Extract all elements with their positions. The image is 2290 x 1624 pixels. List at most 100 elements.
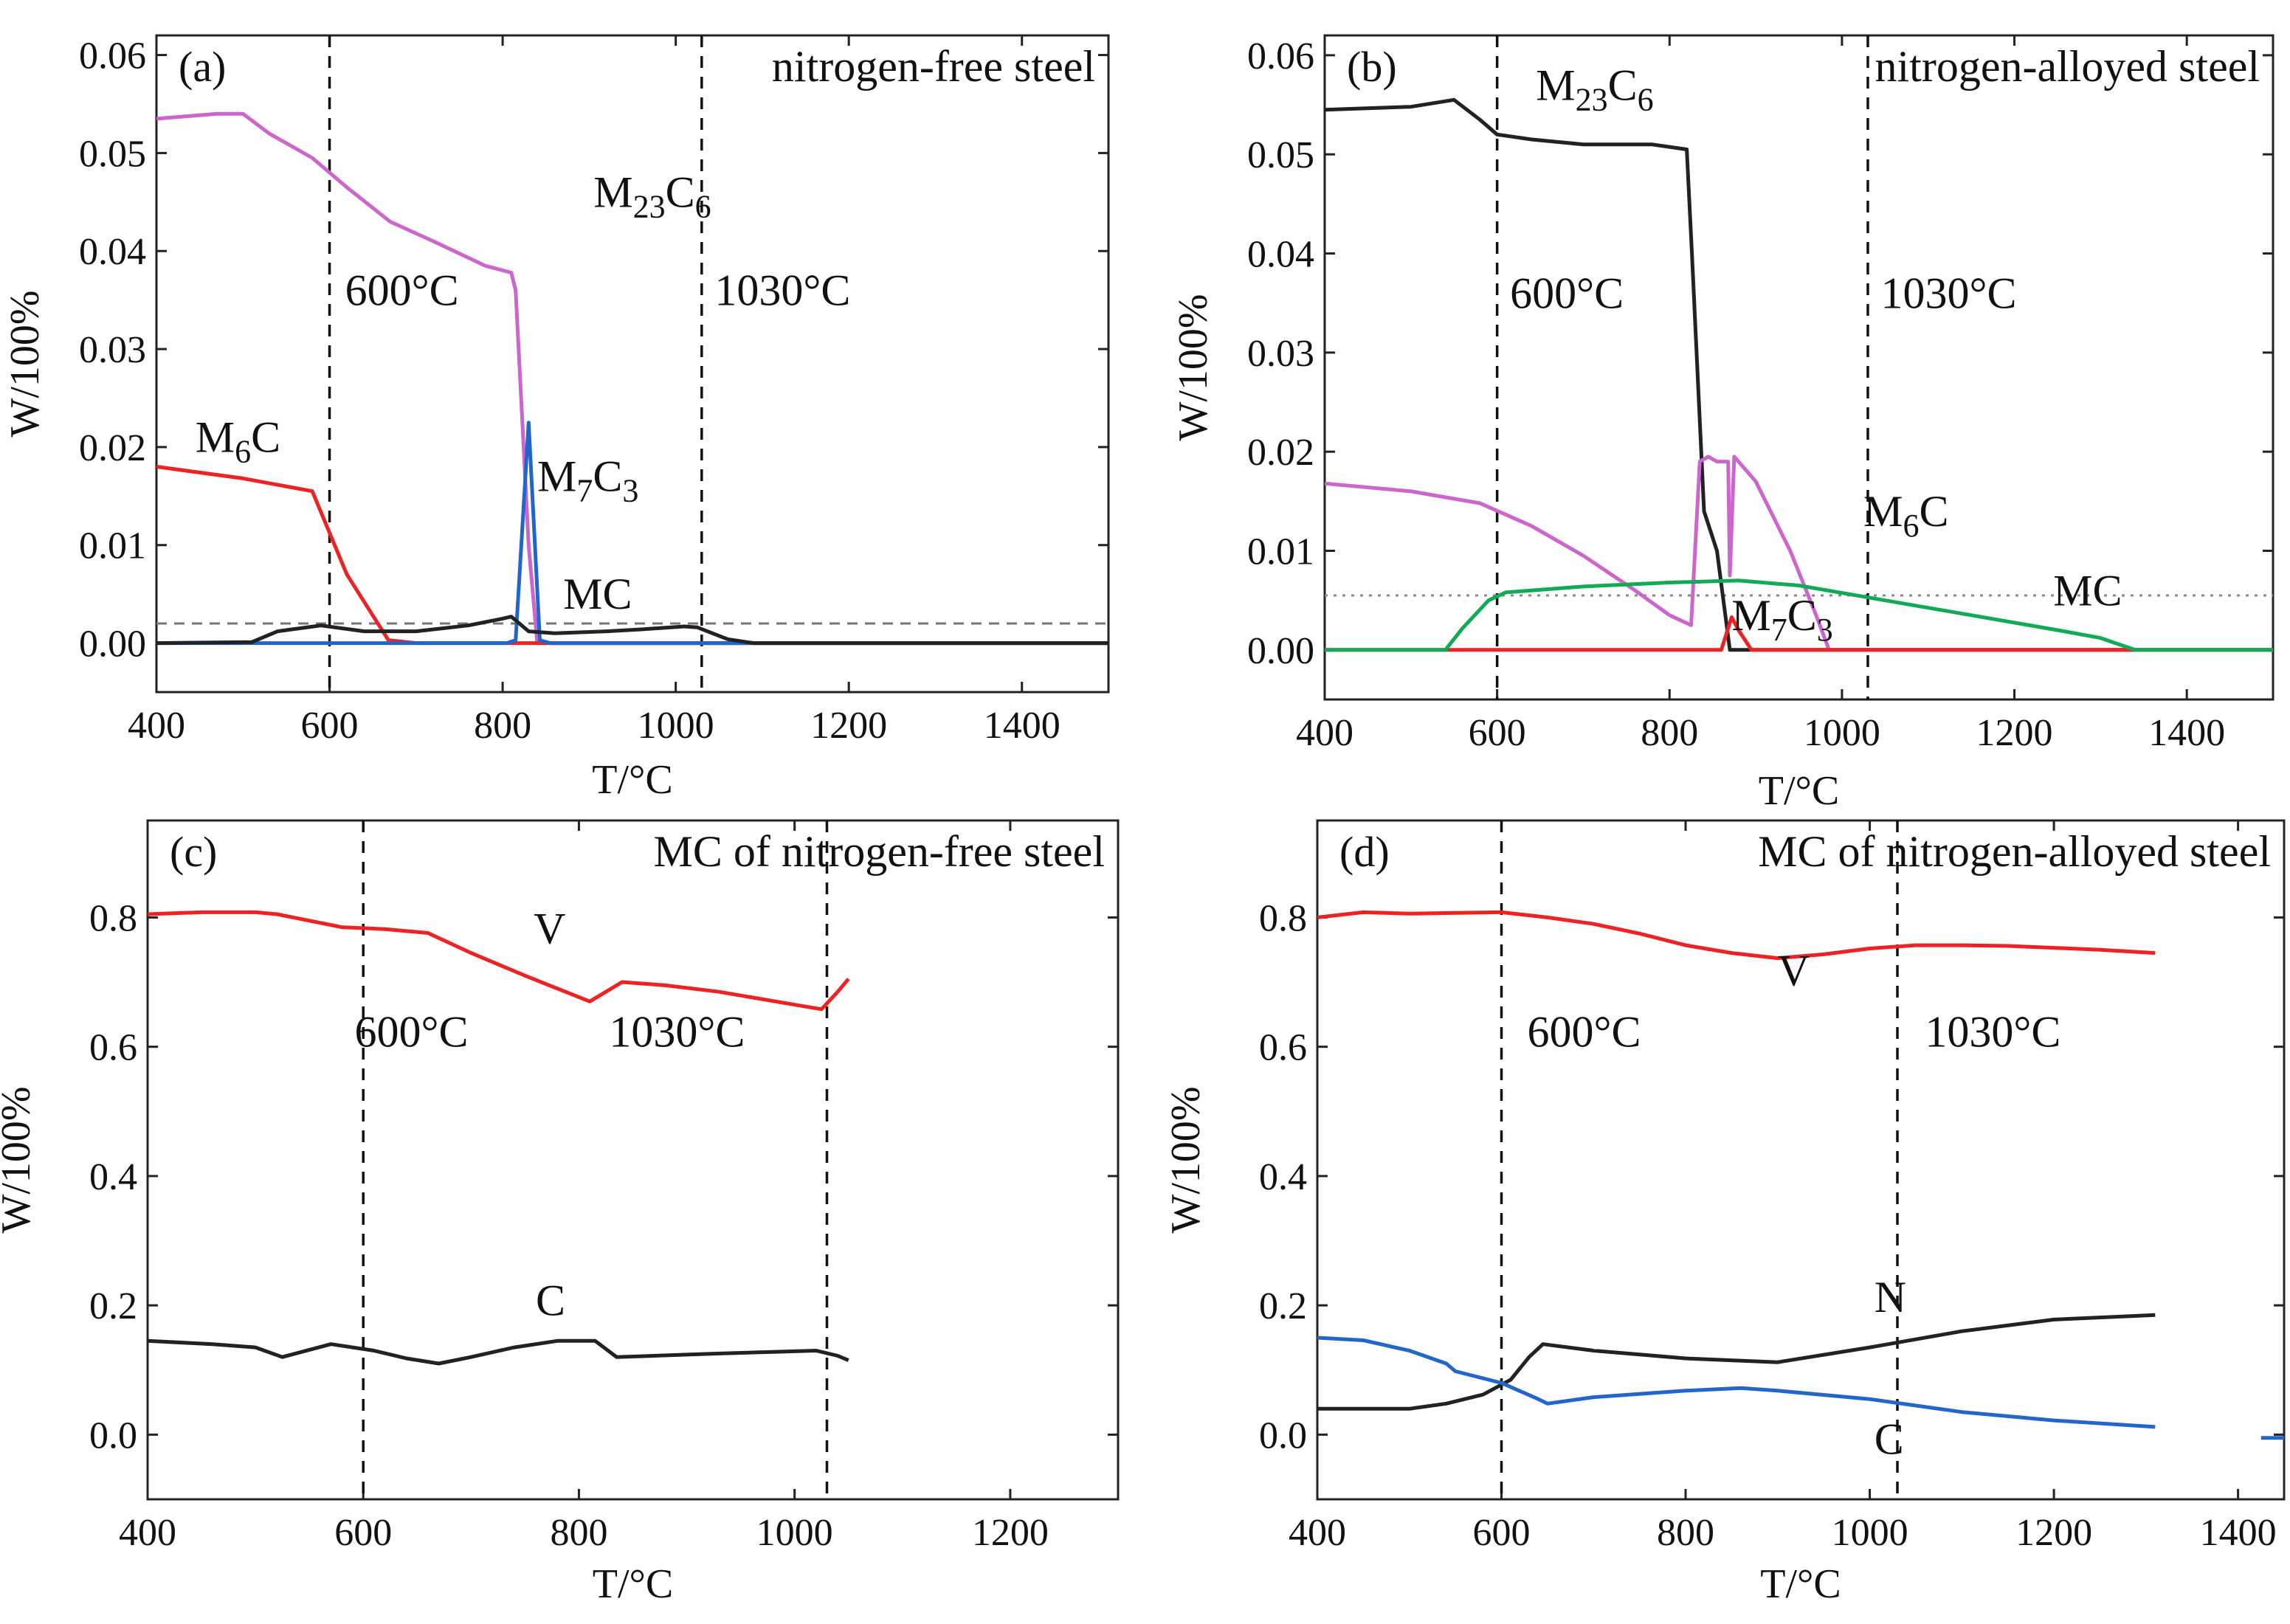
- y-axis-title: W/100%: [0, 1086, 39, 1233]
- y-tick-label: 0.6: [1259, 1027, 1307, 1069]
- y-tick-label: 0.00: [1247, 630, 1314, 672]
- panel-b-nitrogen-alloyed-steel: 400 600 800 1000 1200 1400 0.00 0.01 0.02 0.03 0.0…: [1170, 34, 2275, 814]
- y-tick-label: 0.01: [1247, 531, 1314, 573]
- series-label: M7C3: [1731, 591, 1832, 648]
- label-subscript: 6: [235, 434, 251, 470]
- x-tick-label: 1000: [638, 705, 714, 747]
- y-axis-title: W/100%: [1163, 1086, 1209, 1233]
- y-tick-label: 0.03: [79, 329, 146, 371]
- plot-frame: [155, 34, 1110, 694]
- label-text: C: [1919, 487, 1948, 536]
- x-axis-title: T/°C: [1759, 768, 1840, 814]
- y-axis-title: W/100%: [1170, 294, 1216, 440]
- y-tick-label: 0.01: [79, 525, 146, 567]
- y-tick-label: 0.06: [1247, 35, 1314, 77]
- x-tick-label: 600: [334, 1512, 392, 1554]
- series-line-m23c6: [1325, 97, 2273, 652]
- label-subscript: 7: [1771, 612, 1787, 648]
- series-line-c: [148, 1338, 849, 1366]
- y-axis-title: W/100%: [2, 290, 48, 437]
- panel-label: (d): [1339, 828, 1390, 876]
- label-text: N: [1875, 1273, 1906, 1321]
- temperature-label: 1030°C: [1925, 1008, 2060, 1057]
- x-tick-label: 800: [474, 705, 531, 747]
- series-line-mc: [1325, 578, 2273, 652]
- series-line-m23c6: [156, 111, 1108, 646]
- series-label: M23C6: [593, 167, 711, 224]
- temperature-label: 600°C: [355, 1008, 469, 1057]
- y-tick-label: 0.04: [1247, 234, 1314, 276]
- panel-title: nitrogen-free steel: [772, 42, 1095, 91]
- plot-area: [1325, 35, 2273, 699]
- label-text: C: [1875, 1415, 1904, 1464]
- series-label: M7C3: [537, 452, 638, 509]
- label-subscript: 23: [633, 188, 666, 224]
- series-line-v: [1317, 910, 2156, 961]
- panel-label: (c): [170, 828, 217, 876]
- x-tick-label: 400: [1296, 712, 1353, 754]
- temperature-label: 1030°C: [714, 266, 850, 314]
- series-label: C: [1875, 1415, 1904, 1464]
- series-line-mc: [156, 615, 1108, 646]
- y-tick-label: 0.2: [1259, 1285, 1307, 1327]
- series-label: V: [1778, 946, 1810, 995]
- y-tick-label: 0.8: [89, 897, 137, 939]
- x-tick-label: 800: [1641, 712, 1698, 754]
- label-text: V: [534, 904, 565, 953]
- x-tick-label: 400: [128, 705, 185, 747]
- series-label: MC: [2053, 566, 2122, 615]
- x-tick-label: 800: [1657, 1512, 1714, 1554]
- label-subscript: 6: [1638, 81, 1654, 117]
- y-tick-label: 0.05: [79, 133, 146, 175]
- y-tick-label: 0.06: [79, 35, 146, 77]
- y-tick-label: 0.05: [1247, 134, 1314, 176]
- series-label: N: [1875, 1273, 1906, 1321]
- label-text: MC: [563, 570, 632, 618]
- series-line-v: [148, 910, 850, 1012]
- label-text: M: [196, 413, 235, 462]
- panel-label: (b): [1347, 43, 1397, 91]
- series-label: C: [536, 1276, 565, 1324]
- series-label: M23C6: [1536, 61, 1653, 117]
- label-text: M: [1731, 591, 1770, 640]
- panel-title: MC of nitrogen-free steel: [654, 827, 1105, 876]
- series-label: M6C: [196, 413, 280, 470]
- x-tick-label: 1200: [972, 1512, 1049, 1554]
- temperature-label: 600°C: [1510, 269, 1624, 317]
- y-tick-label: 0.04: [79, 231, 146, 273]
- x-tick-label: 1000: [756, 1512, 833, 1554]
- series-line-m7c3: [1325, 615, 2273, 652]
- series-line-m6c: [1325, 455, 2273, 652]
- label-text: C: [251, 413, 280, 462]
- y-tick-label: 0.00: [79, 623, 146, 666]
- panel-d-mc-nitrogen-alloyed-steel: 400 600 800 1000 1200 1400 0.0 0.2 0.4 0.6 0.8 T/°C…: [1163, 819, 2286, 1607]
- label-subscript: 6: [695, 188, 711, 224]
- y-tick-label: 0.4: [89, 1156, 137, 1198]
- temperature-label: 600°C: [1527, 1008, 1641, 1057]
- x-axis-title: T/°C: [1760, 1561, 1841, 1607]
- label-text: M: [537, 452, 576, 501]
- series-line-n: [1317, 1313, 2156, 1411]
- x-tick-label: 1200: [1976, 712, 2053, 754]
- x-axis-title: T/°C: [593, 1561, 674, 1607]
- x-tick-label: 600: [1473, 1512, 1531, 1554]
- x-tick-label: 1000: [1804, 712, 1880, 754]
- label-subscript: 7: [576, 473, 593, 509]
- x-axis-title: T/°C: [592, 757, 673, 803]
- temperature-label: 600°C: [345, 266, 459, 314]
- panel-title: MC of nitrogen-alloyed steel: [1758, 827, 2271, 876]
- x-tick-label: 1400: [2200, 1512, 2277, 1554]
- plot-frame: [1323, 34, 2275, 701]
- label-text: C: [666, 167, 695, 216]
- panel-c-mc-nitrogen-free-steel: 400 600 800 1000 1200 0.0 0.2 0.4 0.6 0.8 T/°C W/10…: [0, 819, 1120, 1607]
- y-tick-label: 0.8: [1259, 897, 1307, 939]
- y-tick-label: 0.0: [89, 1414, 137, 1457]
- plot-frame: [146, 819, 1120, 1501]
- plot-area: [148, 820, 850, 1499]
- series-line-m7c3: [156, 421, 1108, 646]
- series-label: M6C: [1863, 487, 1948, 544]
- label-text: C: [536, 1276, 565, 1324]
- x-tick-label: 600: [301, 705, 359, 747]
- x-tick-label: 400: [119, 1512, 176, 1554]
- x-tick-label: 1400: [984, 705, 1060, 747]
